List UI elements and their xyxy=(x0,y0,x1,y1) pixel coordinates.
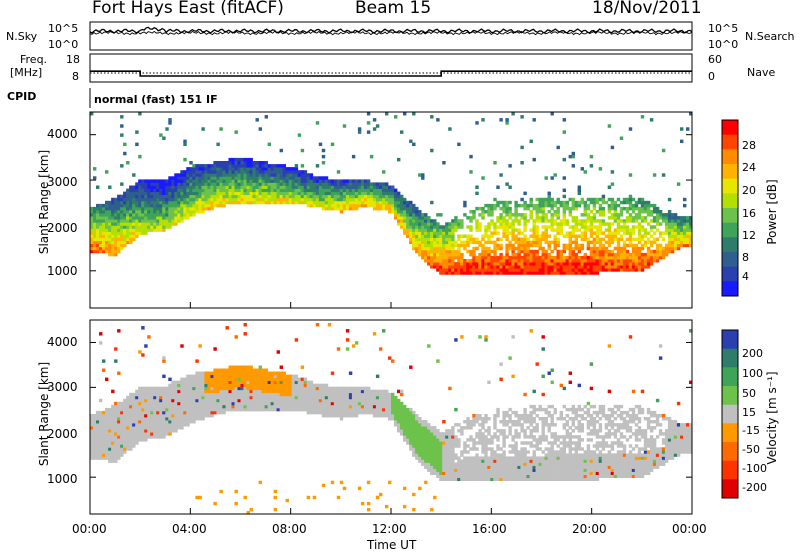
power-cbar-tick-1: 24 xyxy=(742,161,756,174)
power-colorbar-frame xyxy=(721,119,739,297)
power-ytick-2000: 2000 xyxy=(47,221,78,235)
xtick-4: 16:00 xyxy=(472,522,507,536)
xtick-5: 20:00 xyxy=(572,522,607,536)
power-colorbar-segment-10 xyxy=(722,266,738,282)
velocity-colorbar-segment-1 xyxy=(722,348,738,368)
power-colorbar-segment-4 xyxy=(722,178,738,194)
velocity-colorbar-segment-0 xyxy=(722,330,738,350)
nsky-tick-bottom: 10^0 xyxy=(48,38,79,51)
velocity-colorbar-segment-6 xyxy=(722,442,738,462)
power-cbar-tick-3: 16 xyxy=(742,207,756,220)
nave-tick-bottom: 0 xyxy=(708,70,715,83)
nsearch-label: N.Search xyxy=(745,30,795,43)
station-title: Fort Hays East (fitACF) xyxy=(92,0,284,18)
velocity-cbar-tick-1: 100 xyxy=(742,367,763,380)
velocity-colorbar-segment-5 xyxy=(722,423,738,443)
velocity-ytick-3000: 3000 xyxy=(47,380,78,394)
xtick-1: 04:00 xyxy=(172,522,207,536)
nsearch-tick-bottom: 10^0 xyxy=(708,38,739,51)
velocity-ytick-1000: 1000 xyxy=(47,472,78,486)
freq-panel-frame xyxy=(89,53,693,83)
power-cbar-tick-0: 28 xyxy=(742,139,756,152)
xaxis-label: Time UT xyxy=(367,538,417,552)
velocity-colorbar-segment-2 xyxy=(722,367,738,387)
power-panel-border xyxy=(89,111,693,309)
power-cbar-tick-4: 12 xyxy=(742,229,756,242)
power-colorbar-segment-6 xyxy=(722,208,738,224)
power-cbar-tick-6: 4 xyxy=(742,270,749,283)
velocity-cbar-tick-7: -200 xyxy=(742,481,767,494)
freq-tick-top: 18 xyxy=(66,53,80,66)
velocity-ytick-2000: 2000 xyxy=(47,427,78,441)
velocity-heatmap xyxy=(90,323,693,515)
xtick-3: 12:00 xyxy=(372,522,407,536)
velocity-cbar-tick-0: 200 xyxy=(742,347,763,360)
power-colorbar-segment-2 xyxy=(722,149,738,165)
power-colorbar-segment-1 xyxy=(722,134,738,150)
velocity-cbar-tick-6: -100 xyxy=(742,462,767,475)
xtick-2: 08:00 xyxy=(272,522,307,536)
power-ytick-4000: 4000 xyxy=(47,127,78,141)
velocity-cbar-tick-3: 15 xyxy=(742,406,756,419)
power-heatmap xyxy=(90,112,693,275)
power-ytick-3000: 3000 xyxy=(47,175,78,189)
power-cbar-tick-5: 8 xyxy=(742,251,749,264)
cpid-label: CPID xyxy=(7,90,37,103)
freq-label: Freq. xyxy=(20,53,48,66)
velocity-ytick-4000: 4000 xyxy=(47,335,78,349)
freq-tick-bottom: 8 xyxy=(72,70,79,83)
power-colorbar-segment-5 xyxy=(722,193,738,209)
velocity-colorbar-segment-7 xyxy=(722,460,738,480)
nave-label: Nave xyxy=(747,66,776,79)
cpid-mode: normal (fast) 151 IF xyxy=(94,93,218,106)
velocity-colorbar-segment-3 xyxy=(722,386,738,406)
xtick-0: 00:00 xyxy=(72,522,107,536)
power-colorbar-segment-7 xyxy=(722,222,738,238)
mhz-label: [MHz] xyxy=(10,66,43,79)
sky-panel-frame xyxy=(89,21,693,51)
power-colorbar-segment-3 xyxy=(722,164,738,180)
power-colorbar-segment-9 xyxy=(722,252,738,268)
nsearch-tick-top: 10^5 xyxy=(708,22,739,35)
velocity-colorbar-segment-4 xyxy=(722,404,738,424)
velocity-colorbar-segment-8 xyxy=(722,479,738,499)
velocity-cbar-tick-4: -15 xyxy=(742,424,760,437)
velocity-colorbar-frame xyxy=(721,329,739,499)
power-colorbar-segment-0 xyxy=(722,120,738,136)
nsky-label: N.Sky xyxy=(6,30,38,43)
velocity-cbar-tick-5: -50 xyxy=(742,443,760,456)
power-cbar-tick-2: 20 xyxy=(742,184,756,197)
power-ytick-1000: 1000 xyxy=(47,264,78,278)
velocity-panel-border xyxy=(89,319,693,515)
date-title: 18/Nov/2011 xyxy=(592,0,702,18)
nave-tick-top: 60 xyxy=(708,53,722,66)
frequency-line xyxy=(90,70,692,77)
power-colorbar-segment-8 xyxy=(722,237,738,253)
nsky-trace xyxy=(89,26,693,34)
nsky-tick-top: 10^5 xyxy=(48,22,79,35)
nsearch-trace xyxy=(89,30,693,36)
beam-title: Beam 15 xyxy=(355,0,432,18)
xtick-6: 00:00 xyxy=(672,522,707,536)
velocity-cbar-tick-2: 50 xyxy=(742,387,756,400)
power-colorbar-segment-11 xyxy=(722,281,738,297)
